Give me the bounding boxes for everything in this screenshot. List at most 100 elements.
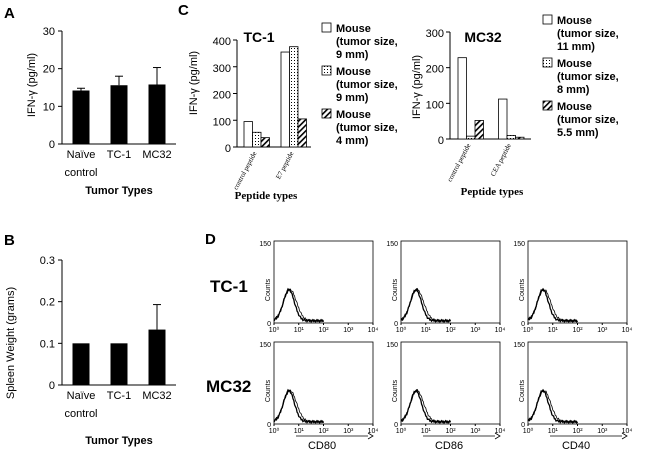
histogram-trace bbox=[273, 389, 324, 424]
x-tick-label: Naïve bbox=[67, 149, 96, 161]
x-tick-label: 10² bbox=[572, 428, 583, 435]
panel-letter-c: C bbox=[178, 2, 189, 19]
y-tick-label: 400 bbox=[213, 36, 231, 48]
histogram-trace bbox=[273, 287, 325, 323]
x-tick-label: 10³ bbox=[470, 327, 481, 334]
bar bbox=[148, 329, 166, 385]
y-tick-label: 150 bbox=[386, 241, 398, 248]
legend-label: (tumor size, bbox=[336, 79, 398, 91]
bar bbox=[110, 85, 128, 144]
y-tick-label: 20 bbox=[43, 64, 55, 76]
y-tick-label: 0.3 bbox=[40, 255, 55, 267]
histogram-panel: Counts 0 150 10⁰ 10¹ 10² 10³ 10⁴ bbox=[513, 341, 633, 435]
y-axis-label: Counts bbox=[392, 379, 399, 402]
x-tick-label: control peptide bbox=[446, 142, 473, 183]
y-tick-label: 0 bbox=[267, 321, 271, 328]
histogram-panel: Counts 0 150 10⁰ 10¹ 10² 10³ 10⁴ bbox=[513, 240, 632, 334]
y-tick-label: 0 bbox=[521, 422, 525, 429]
y-tick-label: 0 bbox=[394, 422, 398, 429]
legend-label: (tumor size, bbox=[557, 114, 619, 126]
legend-label: Mouse bbox=[557, 58, 592, 70]
y-axis-label: Counts bbox=[265, 278, 272, 301]
bar bbox=[110, 343, 128, 385]
legend-swatch-open bbox=[542, 14, 553, 25]
row-label-mc32: MC32 bbox=[206, 377, 251, 396]
x-tick-label: 10² bbox=[445, 428, 456, 435]
histogram-panel: Counts 0 150 10⁰ 10¹ 10² 10³ 10⁴ bbox=[259, 341, 378, 435]
bar-hatched bbox=[515, 136, 525, 140]
x-tick-label: control peptide bbox=[232, 150, 259, 191]
x-tick-label: 10³ bbox=[343, 327, 354, 334]
panel-a-ylabel: IFN-γ (pg/ml) bbox=[26, 53, 38, 117]
bar-hatched bbox=[474, 120, 484, 140]
panel-c2-xlabel: Peptide types bbox=[461, 186, 524, 198]
y-tick-label: 0 bbox=[438, 135, 444, 147]
histogram-trace bbox=[400, 388, 451, 424]
histogram-panel: Counts 0 150 10⁰ 10¹ 10² 10³ 10⁴ bbox=[259, 240, 379, 334]
legend-label: (tumor size, bbox=[557, 71, 619, 83]
panel-c1-title: TC-1 bbox=[243, 29, 274, 45]
x-tick-label: 10⁰ bbox=[523, 326, 534, 334]
x-tick-label: 10⁴ bbox=[622, 428, 633, 435]
x-tick-label: 10⁰ bbox=[396, 326, 407, 334]
marker-label: CD80 bbox=[308, 440, 336, 452]
panel-b-xlabel: Tumor Types bbox=[85, 435, 152, 447]
panel-a-xlabel: Tumor Types bbox=[85, 185, 152, 197]
y-tick-label: 100 bbox=[213, 116, 231, 128]
y-tick-label: 300 bbox=[426, 28, 444, 40]
y-tick-label: 0.2 bbox=[40, 297, 55, 309]
x-tick-label: MC32 bbox=[142, 390, 171, 402]
x-axis-arrowhead bbox=[367, 432, 374, 440]
histogram-trace bbox=[400, 287, 452, 323]
x-tick-label: 10³ bbox=[343, 428, 354, 435]
bar-hatched bbox=[260, 137, 270, 148]
plot-frame bbox=[273, 341, 374, 425]
x-tick-label: 10⁰ bbox=[523, 427, 534, 435]
panel-b-ylabel: Spleen Weight (grams) bbox=[5, 287, 17, 399]
x-tick-label: 10⁴ bbox=[495, 327, 506, 334]
x-tick-label: 10⁴ bbox=[368, 327, 379, 334]
legend-label: (tumor size, bbox=[557, 28, 619, 40]
y-tick-label: 0 bbox=[225, 143, 231, 155]
panel-b-chart: Spleen Weight (grams) Tumor Types 0 0.1 0.… bbox=[5, 255, 176, 447]
y-tick-label: 300 bbox=[213, 63, 231, 75]
y-axis-label: Counts bbox=[519, 379, 526, 402]
y-tick-label: 100 bbox=[426, 99, 444, 111]
x-tick-label: 10⁰ bbox=[269, 326, 280, 334]
legend-label: 9 mm) bbox=[336, 49, 369, 61]
x-tick-label: 10³ bbox=[470, 428, 481, 435]
legend-label: Mouse bbox=[336, 109, 371, 121]
legend-swatch-hatched bbox=[321, 108, 332, 119]
bar bbox=[148, 84, 166, 144]
histogram-trace bbox=[400, 287, 451, 323]
legend-swatch-dotted bbox=[321, 65, 332, 76]
x-tick-label: 10² bbox=[445, 327, 456, 334]
panel-c-mc32-chart: MC32 IFN-γ (pg/ml) Peptide types 0 100 200… bbox=[411, 14, 619, 198]
y-axis-label: Counts bbox=[392, 278, 399, 301]
bar-dotted bbox=[466, 135, 476, 140]
panel-letter-d: D bbox=[205, 231, 216, 248]
x-tick-label: TC-1 bbox=[107, 149, 131, 161]
y-tick-label: 200 bbox=[213, 90, 231, 102]
x-tick-label: 10¹ bbox=[548, 327, 559, 334]
y-tick-label: 150 bbox=[259, 342, 271, 349]
x-axis-arrowhead bbox=[621, 432, 628, 440]
x-tick-label: TC-1 bbox=[107, 390, 131, 402]
y-tick-label: 10 bbox=[43, 101, 55, 113]
plot-frame bbox=[527, 341, 628, 425]
x-tick-label: control bbox=[64, 408, 97, 420]
bar-dotted bbox=[289, 46, 299, 148]
panel-a-chart: IFN-γ (pg/ml) Tumor Types 0 10 20 30 Naïve co… bbox=[26, 26, 176, 197]
x-tick-label: 10¹ bbox=[421, 327, 432, 334]
legend-label: 11 mm) bbox=[557, 41, 595, 53]
plot-frame bbox=[273, 240, 374, 324]
y-tick-label: 200 bbox=[426, 64, 444, 76]
x-tick-label: 10³ bbox=[597, 327, 608, 334]
x-tick-label: control bbox=[64, 167, 97, 179]
legend-label: Mouse bbox=[557, 15, 592, 27]
legend-label: Mouse bbox=[557, 101, 592, 113]
x-tick-label: 10¹ bbox=[294, 428, 305, 435]
bar bbox=[72, 90, 90, 144]
